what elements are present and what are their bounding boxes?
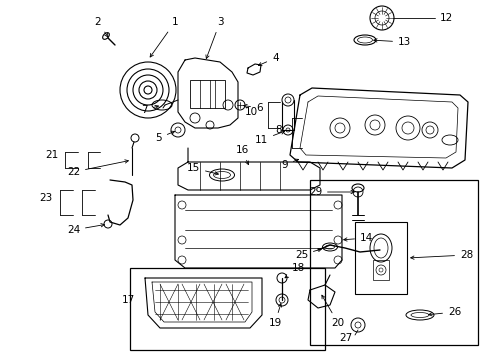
Text: 29: 29 bbox=[308, 187, 354, 197]
Bar bbox=[130, 268, 325, 350]
Text: 12: 12 bbox=[439, 13, 452, 23]
Text: 10: 10 bbox=[244, 107, 258, 117]
Bar bbox=[309, 180, 477, 345]
Text: 20: 20 bbox=[321, 295, 344, 328]
Text: 26: 26 bbox=[428, 307, 460, 317]
Text: 19: 19 bbox=[268, 303, 281, 328]
Text: 24: 24 bbox=[67, 224, 104, 235]
Text: 11: 11 bbox=[254, 131, 284, 145]
Text: 2: 2 bbox=[95, 17, 108, 37]
Bar bbox=[282, 100, 293, 130]
Text: 25: 25 bbox=[294, 248, 321, 260]
Circle shape bbox=[282, 94, 293, 106]
Text: 22: 22 bbox=[67, 160, 128, 177]
Text: 17: 17 bbox=[122, 295, 135, 305]
Text: 28: 28 bbox=[410, 250, 472, 260]
Text: 6: 6 bbox=[243, 103, 262, 113]
Text: 21: 21 bbox=[45, 150, 58, 160]
Text: 5: 5 bbox=[155, 131, 174, 143]
Text: 4: 4 bbox=[258, 53, 278, 66]
Text: 14: 14 bbox=[343, 233, 372, 243]
Text: 7: 7 bbox=[141, 105, 158, 115]
Bar bbox=[372, 260, 388, 280]
Text: 9: 9 bbox=[281, 159, 298, 170]
Bar bbox=[354, 222, 406, 294]
Text: 13: 13 bbox=[373, 37, 410, 47]
Text: 16: 16 bbox=[235, 145, 248, 165]
Text: 1: 1 bbox=[150, 17, 178, 57]
Text: 3: 3 bbox=[205, 17, 223, 59]
Text: 27: 27 bbox=[338, 333, 351, 343]
Text: 18: 18 bbox=[285, 263, 305, 278]
Text: 15: 15 bbox=[186, 163, 218, 175]
Text: 8: 8 bbox=[275, 125, 282, 135]
Bar bbox=[190, 80, 224, 108]
Text: 23: 23 bbox=[39, 193, 52, 203]
